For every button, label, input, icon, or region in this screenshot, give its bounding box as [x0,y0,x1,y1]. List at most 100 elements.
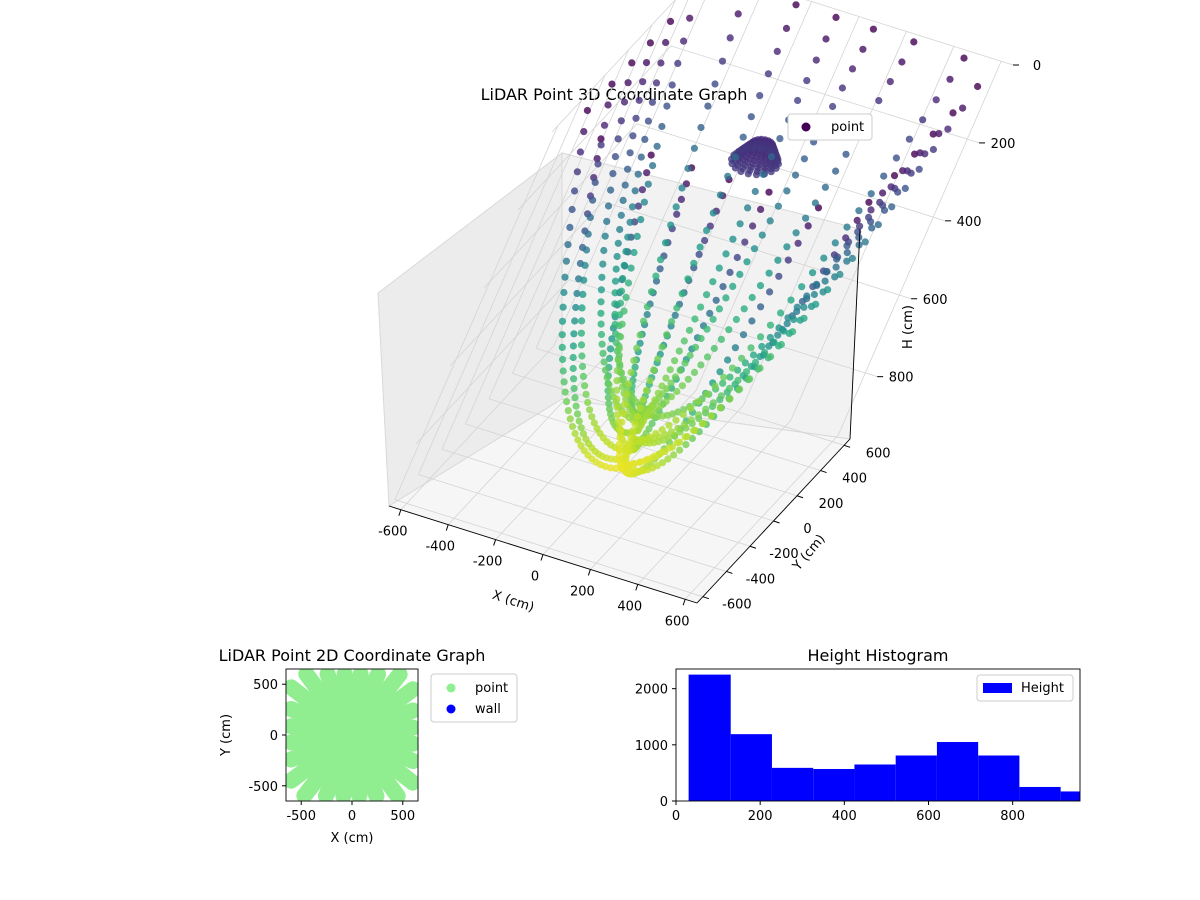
point-3d [824,286,832,294]
legend-3d-marker [801,122,811,132]
point-3d [621,400,629,408]
point-3d [782,24,791,32]
point-3d [620,261,628,269]
point-3d [586,213,594,221]
point-3d [832,13,840,21]
point-3d [640,317,648,325]
point-3d [613,377,621,385]
point-3d [746,375,754,383]
point-3d [843,257,851,265]
point-3d [646,377,654,385]
point-3d [631,420,639,428]
point-3d [577,341,586,349]
point-3d [710,344,718,353]
point-3d [671,311,679,319]
point-3d [901,184,909,192]
point-3d [573,168,582,176]
point-3d [674,59,682,67]
point-3d [584,230,592,238]
point-3d [736,385,744,393]
point-3d [833,255,841,263]
point-3d [702,405,710,413]
point-3d [798,283,806,291]
point-3d [855,207,863,215]
point-3d [613,411,622,419]
point-3d [703,325,711,333]
point-3d [856,222,864,230]
point-3d [733,253,741,262]
z-axis-label-3d: H (cm) [901,305,916,349]
point-3d [643,311,651,319]
point-3d [617,117,625,125]
point-3d [657,256,665,264]
grid-line-y [464,49,774,522]
point-3d [690,259,698,267]
point-3d [611,300,619,308]
point-3d [579,290,587,298]
point-3d [597,309,605,317]
point-3d [578,352,586,360]
point-3d [603,217,611,225]
point-3d [803,77,811,85]
point-3d [853,216,861,224]
point-3d [724,356,732,364]
point-3d [643,169,651,177]
y-tick-label-histogram: 0 [660,795,668,810]
point-3d [734,10,742,18]
point-3d [591,178,599,186]
point-3d [787,296,795,304]
point-3d [716,404,725,412]
point-3d [944,125,952,133]
point-3d [627,433,635,441]
point-3d [766,321,775,329]
point-3d [611,277,620,285]
point-3d [601,232,609,240]
z-tick-label-3d: 400 [957,215,982,230]
point-3d [687,404,695,412]
point-3d [584,398,592,406]
point-3d [691,315,699,323]
point-3d [810,290,819,299]
point-3d [715,305,724,313]
point-3d [644,117,653,125]
point-3d [617,211,625,219]
point-3d [630,460,639,468]
point-3d [603,374,611,382]
point-3d [685,326,694,334]
point-3d [598,273,606,281]
x-tick-label-3d: -600 [378,525,408,540]
point-3d [572,303,580,312]
point-3d [719,379,727,387]
point-3d [649,162,657,170]
point-3d [767,353,775,361]
point-3d [650,366,658,374]
point-3d [756,282,765,290]
point-3d [886,78,894,86]
point-3d [734,376,742,384]
point-3d [867,190,875,198]
point-3d [624,79,632,87]
point-3d [643,303,652,311]
point-3d [865,198,873,206]
point-3d [580,276,588,284]
legend-2d-label-point: point [475,681,508,696]
point-3d [597,330,606,339]
point-3d [757,205,765,213]
point-3d [617,287,626,295]
point-3d [570,384,578,393]
point-3d [765,188,773,196]
point-3d [624,279,633,287]
grid-line-y [417,100,727,572]
x-tick-3d [398,509,402,516]
legend-2d-label-wall: wall [475,702,501,717]
point-3d [811,199,820,207]
point-3d [593,424,601,433]
point-3d [577,442,585,450]
point-3d [613,252,621,261]
point-3d [633,412,642,421]
histogram-bar [978,755,1020,801]
point-3d [622,293,630,301]
point-3d [601,366,610,374]
point-3d [749,145,758,153]
point-3d [911,150,919,158]
